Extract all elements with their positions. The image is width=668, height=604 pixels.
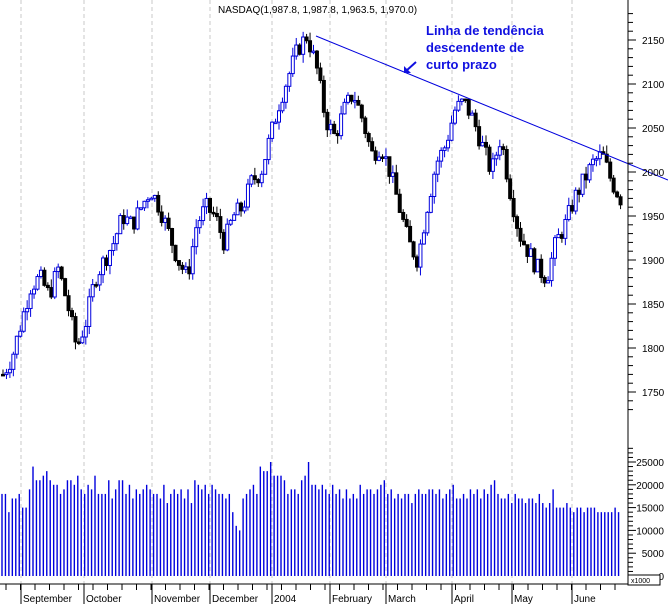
month-label: April: [454, 594, 474, 604]
volume-tick-label: 20000: [636, 481, 664, 492]
chart-title: NASDAQ(1,987.8, 1,987.8, 1,963.5, 1,970.…: [218, 5, 417, 16]
volume-bars: [1, 462, 620, 576]
volume-tick-label: 5000: [642, 549, 665, 560]
month-label: May: [514, 594, 533, 604]
price-tick-label: 1750: [642, 388, 665, 399]
price-axis-ticks: 2150 2100 2050 2000 1950 1900 1850 1800 1750: [628, 13, 665, 411]
month-label: 2004: [274, 594, 297, 604]
volume-tick-label: 0: [658, 572, 664, 583]
annotation-line-1: Linha de tendência: [426, 23, 545, 38]
annotation-line-2: descendente de: [426, 40, 524, 55]
month-label: November: [154, 594, 201, 604]
month-label: October: [86, 594, 122, 604]
price-tick-label: 2100: [642, 80, 665, 91]
price-tick-label: 1950: [642, 212, 665, 223]
month-label: February: [332, 594, 372, 604]
volume-multiplier-box: [627, 574, 661, 586]
volume-tick-label: 10000: [636, 526, 664, 537]
price-tick-label: 1900: [642, 256, 665, 267]
date-axis-ticks: [5, 584, 616, 590]
price-tick-label: 2050: [642, 124, 665, 135]
month-label: December: [212, 594, 259, 604]
volume-axis-ticks: 25000 20000 15000 10000 5000 0: [628, 447, 665, 583]
annotation-arrow-icon: [404, 61, 417, 73]
month-label: September: [23, 594, 73, 604]
price-tick-label: 2000: [642, 168, 665, 179]
price-tick-label: 1800: [642, 344, 665, 355]
volume-multiplier-label: x1000: [631, 578, 650, 585]
price-tick-label: 2150: [642, 36, 665, 47]
trend-line: [315, 35, 668, 181]
annotation-line-3: curto prazo: [426, 57, 497, 72]
candlesticks: [1, 31, 623, 380]
month-gridlines: [20, 0, 573, 584]
volume-tick-label: 15000: [636, 504, 664, 515]
month-label: March: [388, 594, 416, 604]
month-label: June: [574, 594, 596, 604]
price-tick-label: 1850: [642, 300, 665, 311]
volume-tick-label: 25000: [636, 458, 664, 469]
month-labels: September October November December 2004 Febr…: [20, 584, 596, 604]
